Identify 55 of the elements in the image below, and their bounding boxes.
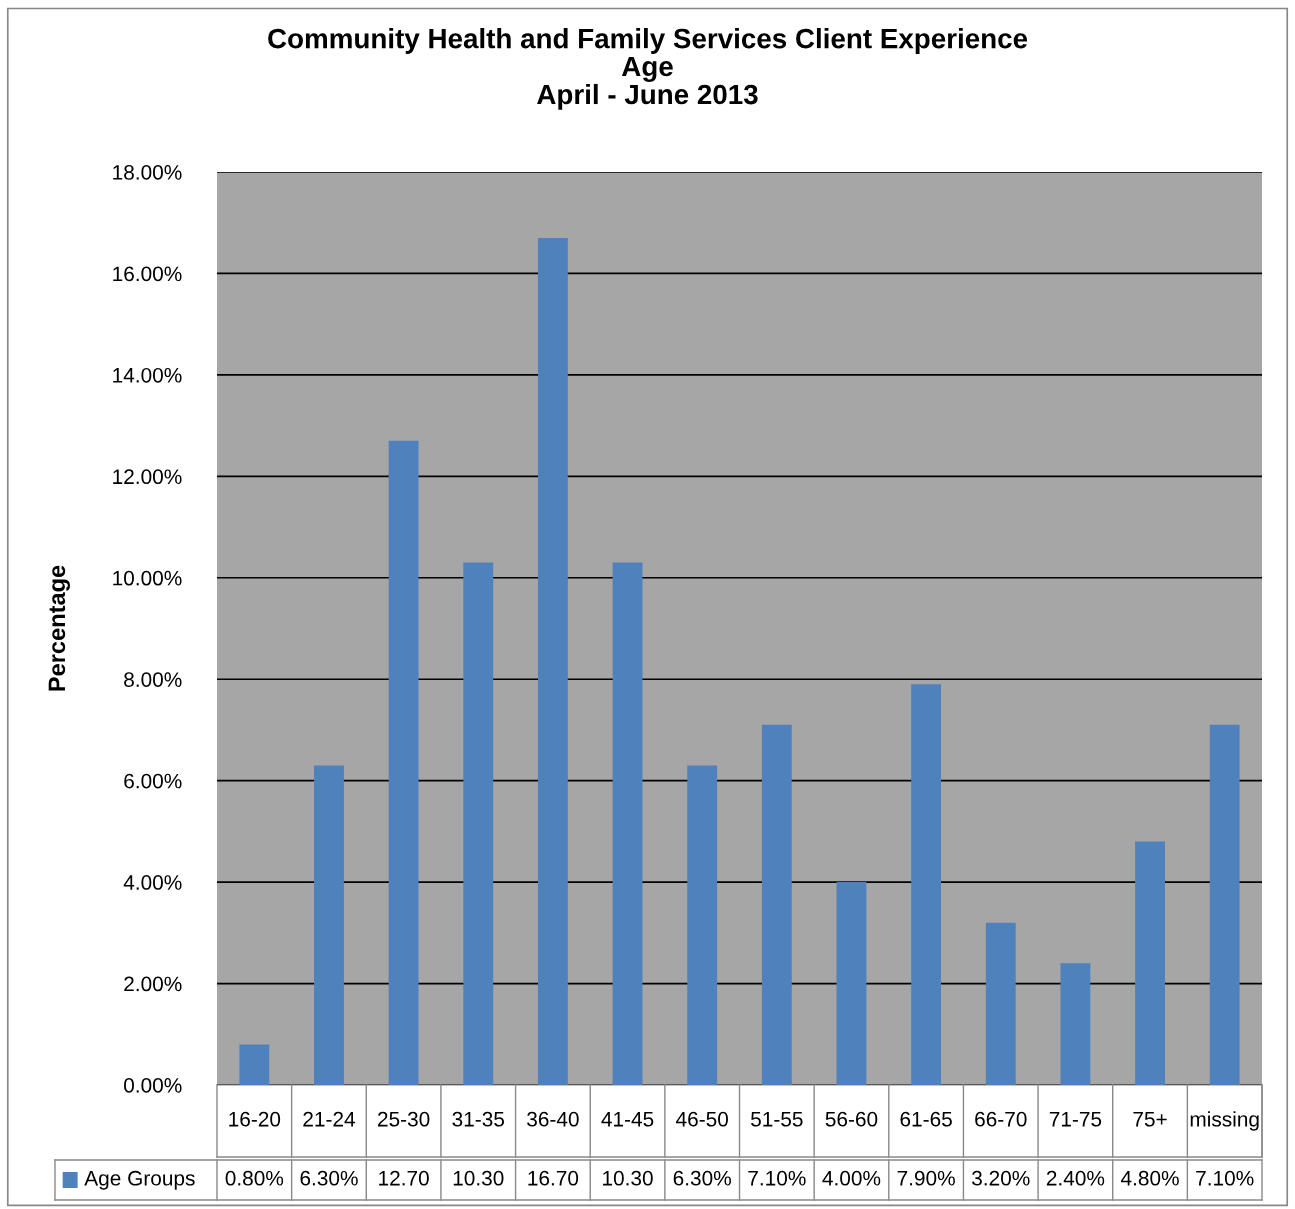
data-label: 7.90% xyxy=(897,1170,955,1186)
x-tick-label: 56-60 xyxy=(825,1111,878,1127)
x-tick-label: 66-70 xyxy=(975,1111,1027,1127)
y-tick-label: 18.00% xyxy=(113,165,182,180)
chart-title: Community Health and Family Services Client Experience Age April - June 2013 xyxy=(268,28,1028,110)
x-tick-label: 61-65 xyxy=(900,1111,952,1127)
bar xyxy=(388,440,419,1085)
bar xyxy=(985,922,1016,1085)
bar xyxy=(911,684,942,1085)
bar xyxy=(1060,963,1091,1085)
y-tick-label: 10.00% xyxy=(113,570,182,586)
bar xyxy=(836,882,867,1085)
data-label: 0.80% xyxy=(225,1170,284,1186)
x-tick-label: 25-30 xyxy=(378,1111,430,1127)
data-label: 3.20% xyxy=(972,1170,1030,1186)
x-tick-label: missing xyxy=(1190,1111,1259,1131)
bar xyxy=(612,562,643,1085)
x-tick-label: 41-45 xyxy=(601,1112,654,1127)
data-label: 6.30% xyxy=(673,1170,731,1186)
x-tick-label: 31-35 xyxy=(452,1111,505,1127)
data-label: 4.80% xyxy=(1120,1170,1179,1186)
y-tick-label: 6.00% xyxy=(124,773,182,789)
x-tick-label: 71-75 xyxy=(1049,1112,1102,1127)
bar xyxy=(463,562,494,1085)
data-label: 7.10% xyxy=(1196,1170,1254,1186)
y-tick-label: 4.00% xyxy=(123,875,182,890)
data-label: 16.70 xyxy=(528,1170,579,1186)
y-axis-title: Percentage xyxy=(48,565,70,691)
y-tick-label: 14.00% xyxy=(113,367,182,383)
y-tick-label: 16.00% xyxy=(113,266,182,282)
y-tick-label: 8.00% xyxy=(124,672,182,687)
bar xyxy=(1209,724,1240,1085)
bar xyxy=(761,724,792,1085)
x-tick-label: 21-24 xyxy=(303,1111,355,1127)
y-tick-label: 0.00% xyxy=(124,1078,182,1093)
bar xyxy=(687,765,718,1085)
data-label: 6.30% xyxy=(300,1170,358,1186)
bar xyxy=(1135,841,1165,1085)
data-label: 10.30 xyxy=(453,1170,504,1186)
data-label: 4.00% xyxy=(822,1170,881,1186)
x-tick-label: 51-55 xyxy=(751,1112,803,1127)
bar xyxy=(239,1044,270,1085)
legend-label: Age Groups xyxy=(84,1170,195,1190)
y-tick-label: 2.00% xyxy=(124,976,182,992)
y-tick-label: 12.00% xyxy=(113,469,182,485)
x-tick-label: 46-50 xyxy=(676,1111,729,1127)
data-label: 2.40% xyxy=(1046,1170,1105,1186)
bar xyxy=(537,237,568,1085)
data-label: 7.10% xyxy=(748,1170,806,1186)
bar xyxy=(314,765,344,1085)
data-label: 12.70 xyxy=(379,1170,429,1186)
x-tick-label: 75+ xyxy=(1133,1112,1167,1127)
x-tick-label: 16-20 xyxy=(229,1111,281,1127)
x-tick-label: 36-40 xyxy=(527,1111,579,1127)
data-label: 10.30 xyxy=(603,1170,653,1186)
